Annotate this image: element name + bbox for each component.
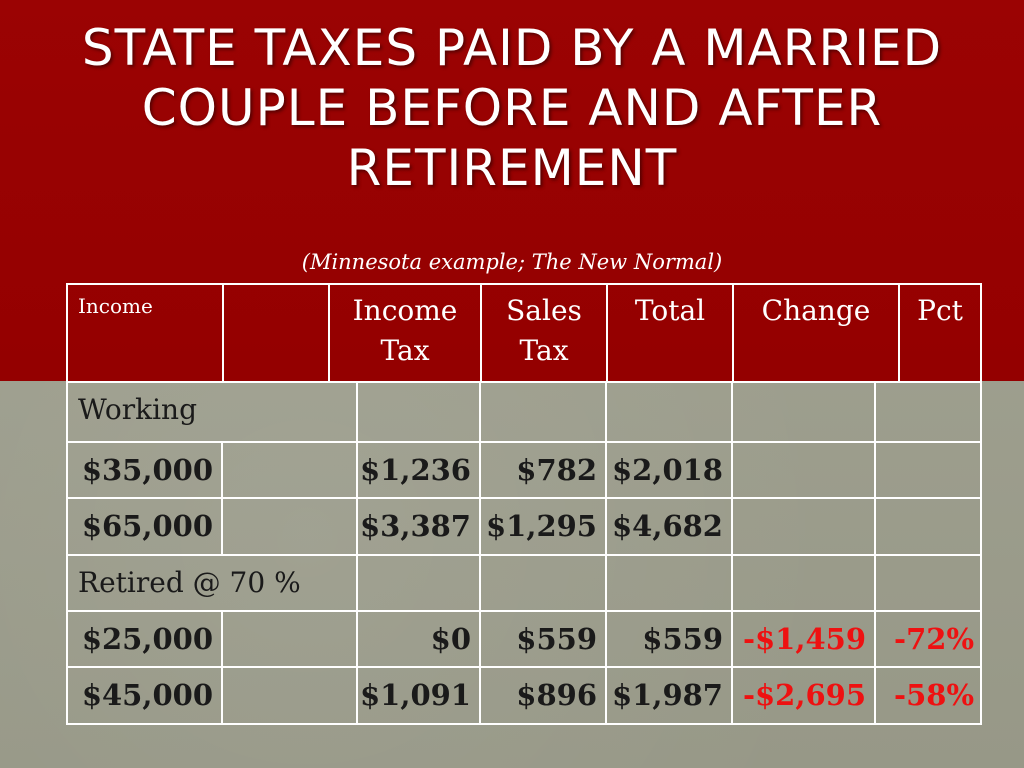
table-rule — [980, 381, 982, 725]
table-rule — [66, 723, 982, 725]
table-rule — [731, 381, 733, 725]
cell-total: $559 — [642, 622, 723, 656]
table-rule — [221, 441, 223, 554]
tax-table: Working $35,000 $1,236 $782 $2,018 $65,0… — [66, 381, 982, 725]
table-rule — [66, 441, 982, 443]
cell-income-tax: $1,236 — [360, 453, 471, 487]
cell-income: $35,000 — [81, 453, 213, 487]
table-rule — [479, 381, 481, 725]
cell-total: $1,987 — [612, 678, 723, 712]
slide-subtitle: (Minnesota example; The New Normal) — [301, 250, 723, 274]
cell-total: $2,018 — [612, 453, 723, 487]
section-label-retired: Retired @ 70 % — [78, 566, 301, 599]
cell-income: $45,000 — [81, 678, 213, 712]
table-rule — [66, 381, 982, 383]
table-rule — [874, 381, 876, 725]
section-label-working: Working — [78, 393, 197, 426]
cell-sales-tax: $896 — [516, 678, 597, 712]
header-change: Change — [732, 283, 898, 381]
table-rule — [356, 381, 358, 725]
header-pct: Pct — [898, 283, 980, 381]
cell-sales-tax: $782 — [516, 453, 597, 487]
header-total: Total — [606, 283, 732, 381]
cell-change: -$2,695 — [742, 678, 866, 712]
table-rule — [66, 497, 982, 499]
table-rule — [66, 610, 982, 612]
table-rule — [221, 610, 223, 723]
table-rule — [66, 666, 982, 668]
table-rule — [66, 554, 982, 556]
slide-title: State Taxes Paid by a Married Couple Bef… — [81, 19, 943, 197]
cell-sales-tax: $559 — [516, 622, 597, 656]
cell-sales-tax: $1,295 — [486, 509, 597, 543]
table-rule — [66, 381, 68, 725]
cell-total: $4,682 — [612, 509, 723, 543]
cell-income-tax: $3,387 — [360, 509, 471, 543]
header-blank — [222, 283, 328, 381]
header-right-border — [980, 283, 982, 381]
header-income-tax: Income Tax — [328, 283, 480, 381]
header-income: Income — [66, 283, 222, 381]
cell-income: $25,000 — [81, 622, 213, 656]
header-sales-tax: Sales Tax — [480, 283, 606, 381]
cell-change: -$1,459 — [742, 622, 866, 656]
cell-income: $65,000 — [81, 509, 213, 543]
title-band — [0, 0, 1024, 381]
table-rule — [605, 381, 607, 725]
cell-pct: -72% — [894, 622, 974, 656]
cell-income-tax: $1,091 — [360, 678, 471, 712]
cell-pct: -58% — [894, 678, 974, 712]
cell-income-tax: $0 — [430, 622, 471, 656]
